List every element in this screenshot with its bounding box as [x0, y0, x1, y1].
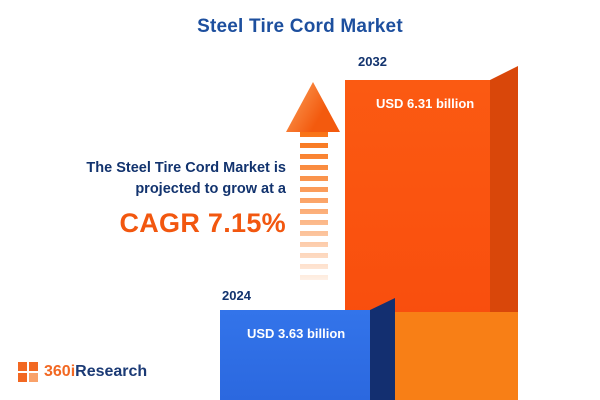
brand-logo: 360iResearch — [18, 362, 147, 382]
logo-icon — [18, 362, 38, 382]
cagr-value: CAGR 7.15% — [119, 208, 286, 238]
logo-icon-square — [18, 362, 27, 371]
logo-text-prefix: 360i — [44, 363, 76, 380]
logo-icon-square — [29, 362, 38, 371]
growth-arrow-head-icon — [286, 82, 340, 132]
bar-2024-year-label: 2024 — [222, 288, 251, 303]
logo-icon-square — [29, 373, 38, 382]
bar-2032-value-label: USD 6.31 billion — [376, 96, 475, 111]
description-line-2: projected to grow at a — [135, 181, 286, 197]
bar-2024-side-face — [370, 298, 395, 400]
logo-text: 360iResearch — [44, 363, 147, 381]
page-title: Steel Tire Cord Market — [197, 16, 403, 37]
bar-2024 — [220, 310, 370, 400]
logo-icon-square — [18, 373, 27, 382]
bar-2032-year-label: 2032 — [358, 54, 387, 69]
bar-2024-value-label: USD 3.63 billion — [247, 326, 346, 341]
logo-text-suffix: Research — [75, 363, 148, 380]
growth-description: The Steel Tire Cord Market is projected … — [30, 158, 286, 239]
growth-arrow-shaft-icon — [300, 132, 328, 284]
description-line-1: The Steel Tire Cord Market is — [86, 160, 286, 176]
